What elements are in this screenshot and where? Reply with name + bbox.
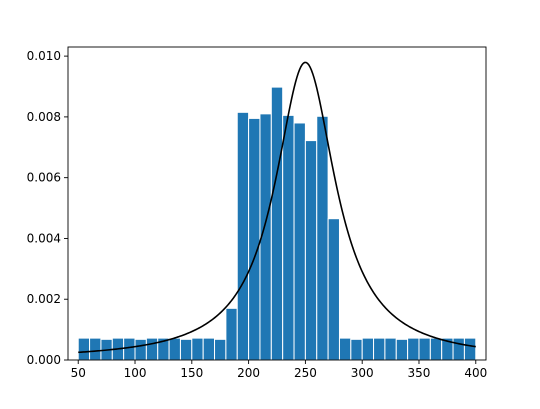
y-tick-label: 0.010 — [27, 49, 61, 63]
histogram-bar — [191, 337, 204, 361]
y-tick-label: 0.002 — [27, 292, 61, 306]
plot-frame — [67, 46, 487, 361]
histogram-bar — [77, 337, 91, 361]
histogram-bar — [293, 122, 306, 361]
x-tick-label: 300 — [351, 366, 374, 380]
histogram-bar — [248, 117, 261, 361]
histogram-bar — [384, 337, 397, 361]
x-tick-label: 250 — [294, 366, 317, 380]
histogram-bar — [225, 307, 238, 361]
histogram-bar — [429, 337, 443, 361]
curve-layer — [78, 61, 476, 354]
y-ticks: 0.000 0.002 0.004 0.006 0.008 0.010 — [27, 49, 68, 367]
histogram-bar — [145, 337, 159, 361]
histogram-bar — [270, 86, 284, 361]
y-tick-label: 0.008 — [27, 110, 61, 124]
histogram-bar — [134, 338, 147, 361]
histogram-bar — [338, 337, 352, 361]
histogram-bar — [282, 114, 295, 361]
x-tick-label: 350 — [408, 366, 431, 380]
histogram-bar — [316, 115, 329, 361]
histogram-bar — [236, 111, 250, 361]
x-tick-label: 400 — [464, 366, 487, 380]
histogram-bar — [350, 338, 363, 361]
density-curve — [78, 61, 476, 354]
x-tick-label: 150 — [180, 366, 203, 380]
histogram-bar — [89, 337, 102, 361]
histogram-bar — [168, 337, 181, 361]
histogram-bar — [361, 337, 375, 361]
x-tick-label: 200 — [237, 366, 260, 380]
x-tick-label: 100 — [124, 366, 147, 380]
histogram-bar — [373, 337, 386, 361]
x-ticks: 50 100 150 200 250 300 350 400 — [71, 360, 487, 380]
histogram-bar — [395, 338, 409, 361]
histogram-bar — [179, 338, 193, 361]
histogram-bar — [452, 337, 465, 361]
histogram-bar — [463, 337, 477, 361]
y-tick-label: 0.000 — [27, 353, 61, 367]
axes-layer — [67, 46, 487, 361]
y-tick-label: 0.006 — [27, 171, 61, 185]
histogram-bar — [123, 337, 136, 361]
histogram-bar — [214, 338, 227, 361]
x-tick-label: 50 — [71, 366, 86, 380]
histogram-bar — [407, 337, 420, 361]
histogram-bar — [202, 337, 216, 361]
bars-layer — [77, 86, 477, 361]
histogram-bar — [304, 140, 318, 361]
histogram-bar — [418, 337, 431, 361]
y-tick-label: 0.004 — [27, 231, 61, 245]
histogram-bar — [327, 218, 340, 361]
